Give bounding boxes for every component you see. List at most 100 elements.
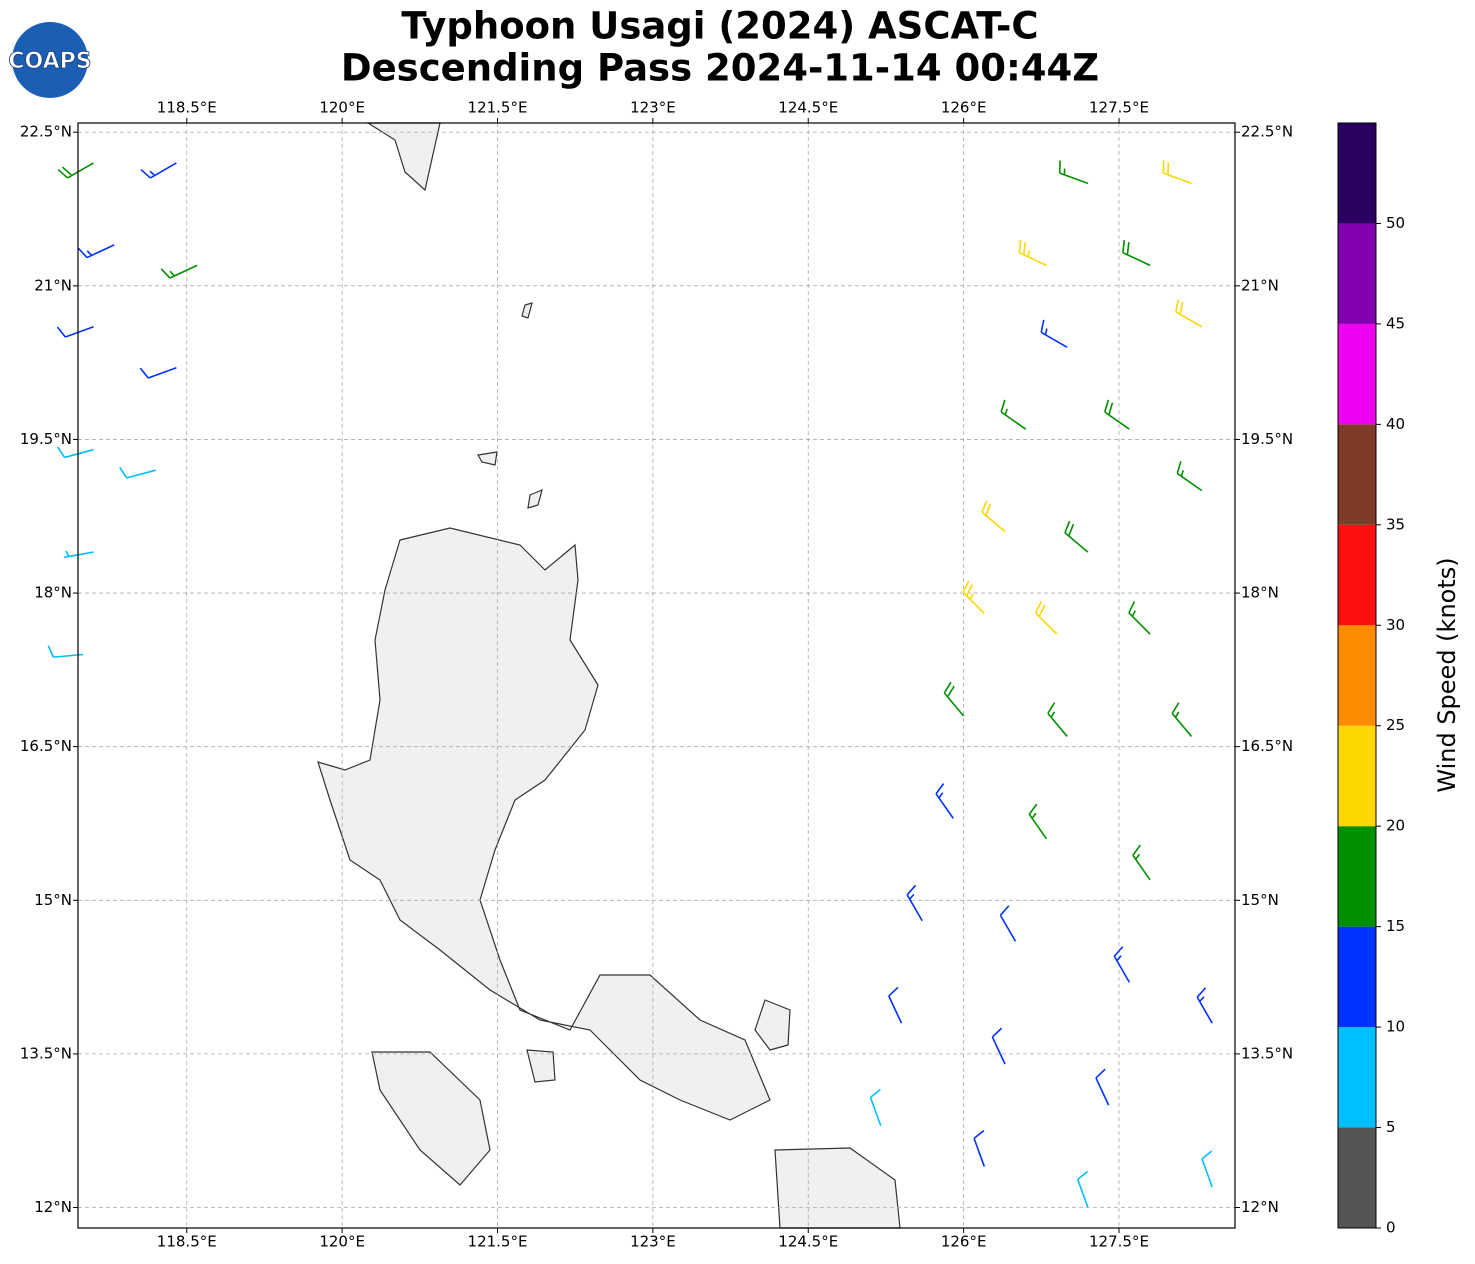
y-tick-label: 16.5°N [20, 737, 72, 755]
colorbar-bin [1338, 926, 1376, 1028]
wind-barb [63, 550, 94, 559]
colorbar-tick-label: 40 [1386, 415, 1405, 433]
wind-barb [57, 162, 94, 179]
colorbar-label: Wind Speed (knots) [1433, 557, 1461, 792]
colorbar-bin [1338, 123, 1376, 224]
colorbar-bin [1338, 223, 1376, 324]
y-tick-label: 15°N [1241, 891, 1279, 909]
y-tick-label: 12°N [1241, 1198, 1279, 1216]
y-tick-label: 19.5°N [1241, 430, 1293, 448]
y-tick-label: 18°N [34, 584, 72, 602]
island [526, 1049, 556, 1083]
x-tick-label: 121.5°E [468, 99, 528, 117]
island [527, 488, 543, 509]
colorbar-tick-label: 50 [1386, 214, 1405, 232]
colorbar-tick-label: 10 [1386, 1018, 1405, 1036]
x-tick-label: 120°E [319, 1233, 365, 1251]
wind-barb [1128, 601, 1151, 635]
wind-barb [888, 986, 903, 1024]
colorbar-bin [1338, 524, 1376, 626]
wind-barb [1132, 844, 1151, 881]
x-tick-label: 126°E [941, 1233, 987, 1251]
subtitle: Descending Pass 2024-11-14 00:44Z [341, 47, 1099, 90]
wind-barb [1076, 1170, 1089, 1208]
wind-barb [1162, 160, 1192, 185]
colorbar-tick-label: 25 [1386, 716, 1405, 734]
wind-barb [1095, 1068, 1110, 1106]
logo: COAPS [8, 22, 92, 98]
wind-barb [56, 446, 94, 459]
wind-barb [1113, 946, 1131, 983]
wind-barb [1176, 461, 1203, 492]
wind-barb [991, 1027, 1006, 1065]
wind-barb [906, 884, 923, 922]
wind-barb [1201, 1150, 1213, 1188]
y-tick-label: 18°N [1241, 584, 1279, 602]
x-tick-label: 127.5°E [1089, 99, 1149, 117]
x-tick-label: 124.5°E [778, 99, 838, 117]
wind-barb [1104, 399, 1130, 430]
x-tick-label: 118.5°E [157, 99, 217, 117]
wind-barb [1034, 601, 1058, 635]
colorbar-tick-label: 20 [1386, 817, 1405, 835]
y-tick-label: 16.5°N [1241, 737, 1293, 755]
wind-barb [943, 681, 965, 717]
map-frame [77, 122, 1236, 1229]
wind-barb [139, 367, 177, 379]
wind-barb [1000, 399, 1027, 430]
colorbar-tick-label: 35 [1386, 515, 1405, 533]
x-tick-label: 123°E [630, 99, 676, 117]
colorbar-bin [1338, 625, 1376, 726]
wind-barb [160, 264, 198, 279]
wind-barb [119, 466, 156, 479]
y-tick-label: 22.5°N [20, 123, 72, 141]
colorbar-bin [1338, 725, 1376, 827]
mindoro [371, 1051, 491, 1186]
wind-barb [1122, 240, 1151, 267]
colorbar-tick-label: 15 [1386, 917, 1405, 935]
x-tick-label: 124.5°E [778, 1233, 838, 1251]
x-tick-label: 118.5°E [157, 1233, 217, 1251]
logo-text: COAPS [8, 49, 91, 74]
wind-barb [1175, 299, 1203, 328]
catanduanes [754, 999, 791, 1051]
wind-barb [1171, 702, 1193, 737]
x-tick-label: 127.5°E [1089, 1233, 1149, 1251]
colorbar-bin [1338, 1027, 1376, 1128]
wind-barb [999, 905, 1017, 942]
wind-barb [1040, 319, 1068, 348]
colorbar-bin [1338, 1127, 1376, 1228]
wind-barb [981, 500, 1006, 533]
island [521, 302, 533, 319]
colorbar-tick-label: 5 [1386, 1118, 1396, 1136]
wind-barb [77, 244, 115, 259]
land [317, 122, 901, 1229]
logo-globe [12, 22, 88, 98]
wind-barb [56, 326, 94, 338]
colorbar-tick-label: 45 [1386, 314, 1405, 332]
wind-barb [973, 1129, 986, 1167]
wind-barb [1064, 520, 1089, 553]
wind-barb [935, 783, 954, 819]
x-tick-label: 126°E [941, 99, 987, 117]
y-tick-label: 13.5°N [20, 1044, 72, 1062]
plot-layer: 118.5°E 118.5°E 120°E 120°E 121.5°E 121.5°E 12… [20, 99, 1405, 1251]
colorbar-bin [1338, 323, 1376, 425]
x-tick-label: 120°E [319, 99, 365, 117]
y-tick-label: 22.5°N [1241, 123, 1293, 141]
y-tick-label: 13.5°N [1241, 1044, 1293, 1062]
samar [774, 1147, 901, 1229]
colorbar-bin [1338, 424, 1376, 525]
x-tick-label: 121.5°E [468, 1233, 528, 1251]
wind-barb [1047, 702, 1068, 737]
colorbar-bin [1338, 826, 1376, 927]
wind-barb [1196, 987, 1213, 1024]
wind-barb [962, 580, 985, 615]
wind-barb [869, 1088, 882, 1126]
wind-barb [1028, 803, 1048, 840]
y-tick-label: 21°N [1241, 276, 1279, 294]
colorbar-tick-label: 30 [1386, 616, 1405, 634]
wind-barb [140, 162, 177, 179]
y-tick-label: 12°N [34, 1198, 72, 1216]
